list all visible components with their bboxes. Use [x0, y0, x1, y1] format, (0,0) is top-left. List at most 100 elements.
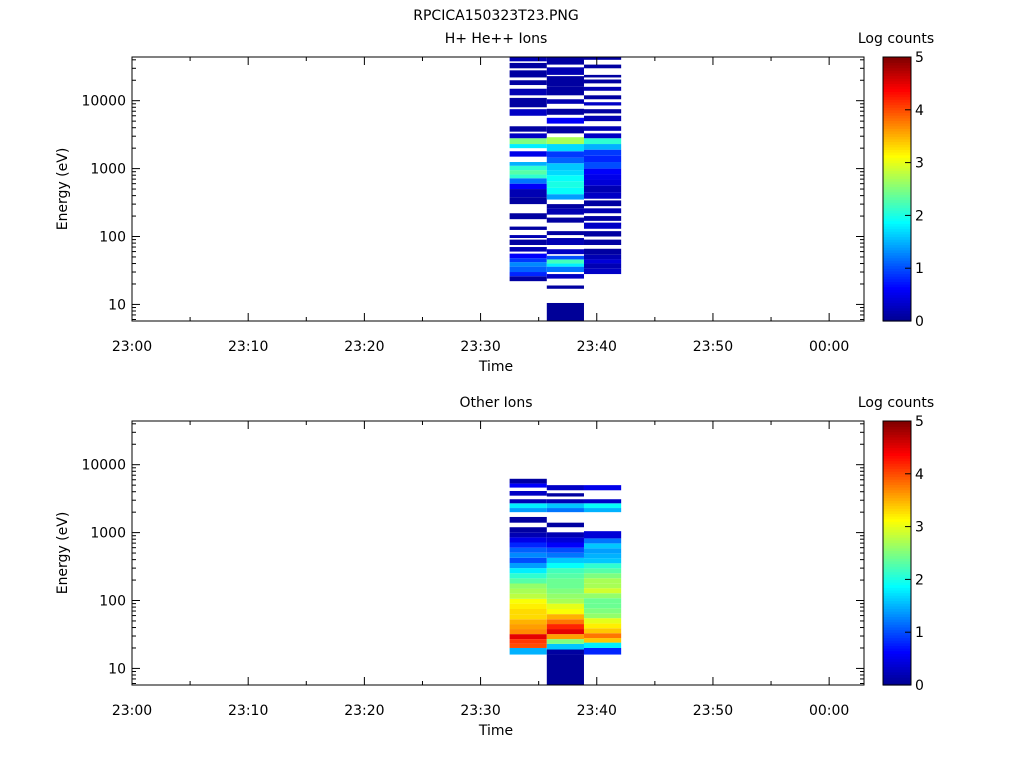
colorbar-segment — [883, 494, 911, 499]
colorbar-segment — [883, 436, 911, 441]
colorbar-segment — [883, 91, 911, 95]
colorbar-segment — [883, 175, 911, 180]
y-tick-label: 10 — [108, 297, 126, 313]
colorbar-segment — [883, 682, 911, 686]
spectrogram-cell — [546, 57, 584, 65]
spectrogram-cell — [583, 222, 622, 229]
panel-h-he-ions: H+ He++ Ions Energy (eV) Time Log counts… — [55, 31, 934, 375]
spectrogram-cell — [583, 168, 622, 175]
colorbar-segment — [883, 204, 911, 209]
spectrogram-cell — [546, 609, 584, 615]
colorbar-segment — [883, 117, 911, 121]
colorbar-segment — [883, 302, 911, 306]
colorbar-segment — [883, 281, 911, 285]
spectrogram-cell — [509, 593, 547, 599]
spectrogram-cell — [546, 137, 584, 145]
spectrogram-cell — [509, 189, 547, 198]
colorbar-segment — [883, 286, 911, 290]
colorbar-segment — [883, 83, 911, 87]
spectrogram-cell — [583, 179, 622, 186]
spectrogram-cell — [583, 485, 622, 491]
colorbar-segment — [883, 244, 911, 248]
colorbar-segment — [883, 582, 911, 586]
spectrogram-cell — [583, 216, 622, 221]
colorbar-segment — [883, 455, 911, 459]
spectrogram-cell — [509, 197, 547, 205]
x-tick-label: 23:30 — [460, 339, 500, 355]
spectrogram-cell — [583, 628, 622, 634]
spectrogram-cell — [546, 76, 584, 87]
spectrogram-cell — [509, 133, 547, 139]
spectrogram-cell — [509, 262, 547, 267]
y-tick-label: 100 — [99, 594, 126, 610]
colorbar-segment — [883, 579, 911, 583]
spectrogram-cell — [583, 613, 622, 619]
colorbar-segment — [883, 576, 911, 580]
spectrogram-cell — [546, 249, 584, 255]
spectrogram-cells — [509, 57, 622, 321]
spectrogram-cell — [546, 537, 584, 543]
colorbar-segment — [883, 632, 911, 636]
colorbar-segment — [883, 202, 911, 206]
colorbar-segment — [883, 479, 911, 483]
colorbar-segment — [883, 571, 911, 575]
spectrogram-cell — [546, 493, 584, 497]
spectrogram-cell — [583, 95, 622, 100]
y-tick-label: 1000 — [90, 526, 126, 542]
colorbar-segment — [883, 183, 911, 187]
plot-axes: 10 100 1000 10000 23:00 23:10 23:20 23:30 23:40 2… — [81, 420, 865, 719]
spectrogram-cell — [509, 527, 547, 533]
colorbar-segment — [883, 629, 911, 633]
colorbar-segment — [883, 78, 911, 82]
spectrogram-cell — [583, 568, 622, 574]
colorbar-segment — [883, 663, 911, 668]
colorbar-segment — [883, 138, 911, 143]
colorbar-segment — [883, 80, 911, 84]
colorbar-segment — [883, 199, 911, 203]
spectrogram-cell — [546, 259, 584, 264]
colorbar-segment — [883, 276, 911, 280]
colorbar-tick-label: 4 — [915, 103, 924, 119]
colorbar-segment — [883, 262, 911, 267]
colorbar-segment — [883, 587, 911, 591]
plot-frame — [131, 420, 865, 686]
spectrogram-cell — [546, 598, 584, 604]
x-tick-label: 00:00 — [809, 703, 849, 719]
spectrogram-cell — [546, 552, 584, 558]
spectrogram-cell — [583, 74, 622, 78]
colorbar-segment — [883, 278, 911, 282]
x-tick-label: 23:50 — [693, 703, 733, 719]
colorbar-segment — [883, 136, 911, 140]
colorbar-segment — [883, 529, 911, 533]
spectrogram-cell — [583, 138, 622, 145]
colorbar-segment — [883, 159, 911, 164]
colorbar-segment — [883, 109, 911, 114]
colorbar-tick-label: 3 — [915, 520, 924, 536]
colorbar-segment — [883, 428, 911, 433]
colorbar-segment — [883, 423, 911, 427]
spectrogram-cell — [546, 204, 584, 209]
y-tick-label: 10000 — [81, 458, 126, 474]
colorbar-segment — [883, 484, 911, 488]
colorbar-segment — [883, 465, 911, 470]
spectrogram-cell — [509, 170, 547, 175]
spectrogram-cell — [509, 614, 547, 620]
spectrogram-cell — [509, 499, 547, 504]
spectrogram-cell — [509, 80, 547, 86]
colorbar-frame — [882, 56, 912, 322]
x-axis-label: Time — [478, 359, 513, 375]
page-title: RPCICA150323T23.PNG — [413, 8, 578, 24]
spectrogram-cell — [583, 268, 622, 275]
spectrogram-cell — [509, 547, 547, 553]
spectrogram-cell — [509, 568, 547, 574]
spectrogram-cell — [509, 162, 547, 166]
spectrogram-cell — [583, 208, 622, 214]
colorbar-segment — [883, 600, 911, 604]
colorbar-segment — [883, 452, 911, 456]
spectrogram-cell — [546, 187, 584, 195]
colorbar-segment — [883, 584, 911, 588]
spectrogram-cell — [509, 97, 547, 108]
spectrogram-cell — [509, 109, 547, 116]
spectrogram-cell — [583, 102, 622, 106]
spectrogram-cell — [509, 183, 547, 190]
